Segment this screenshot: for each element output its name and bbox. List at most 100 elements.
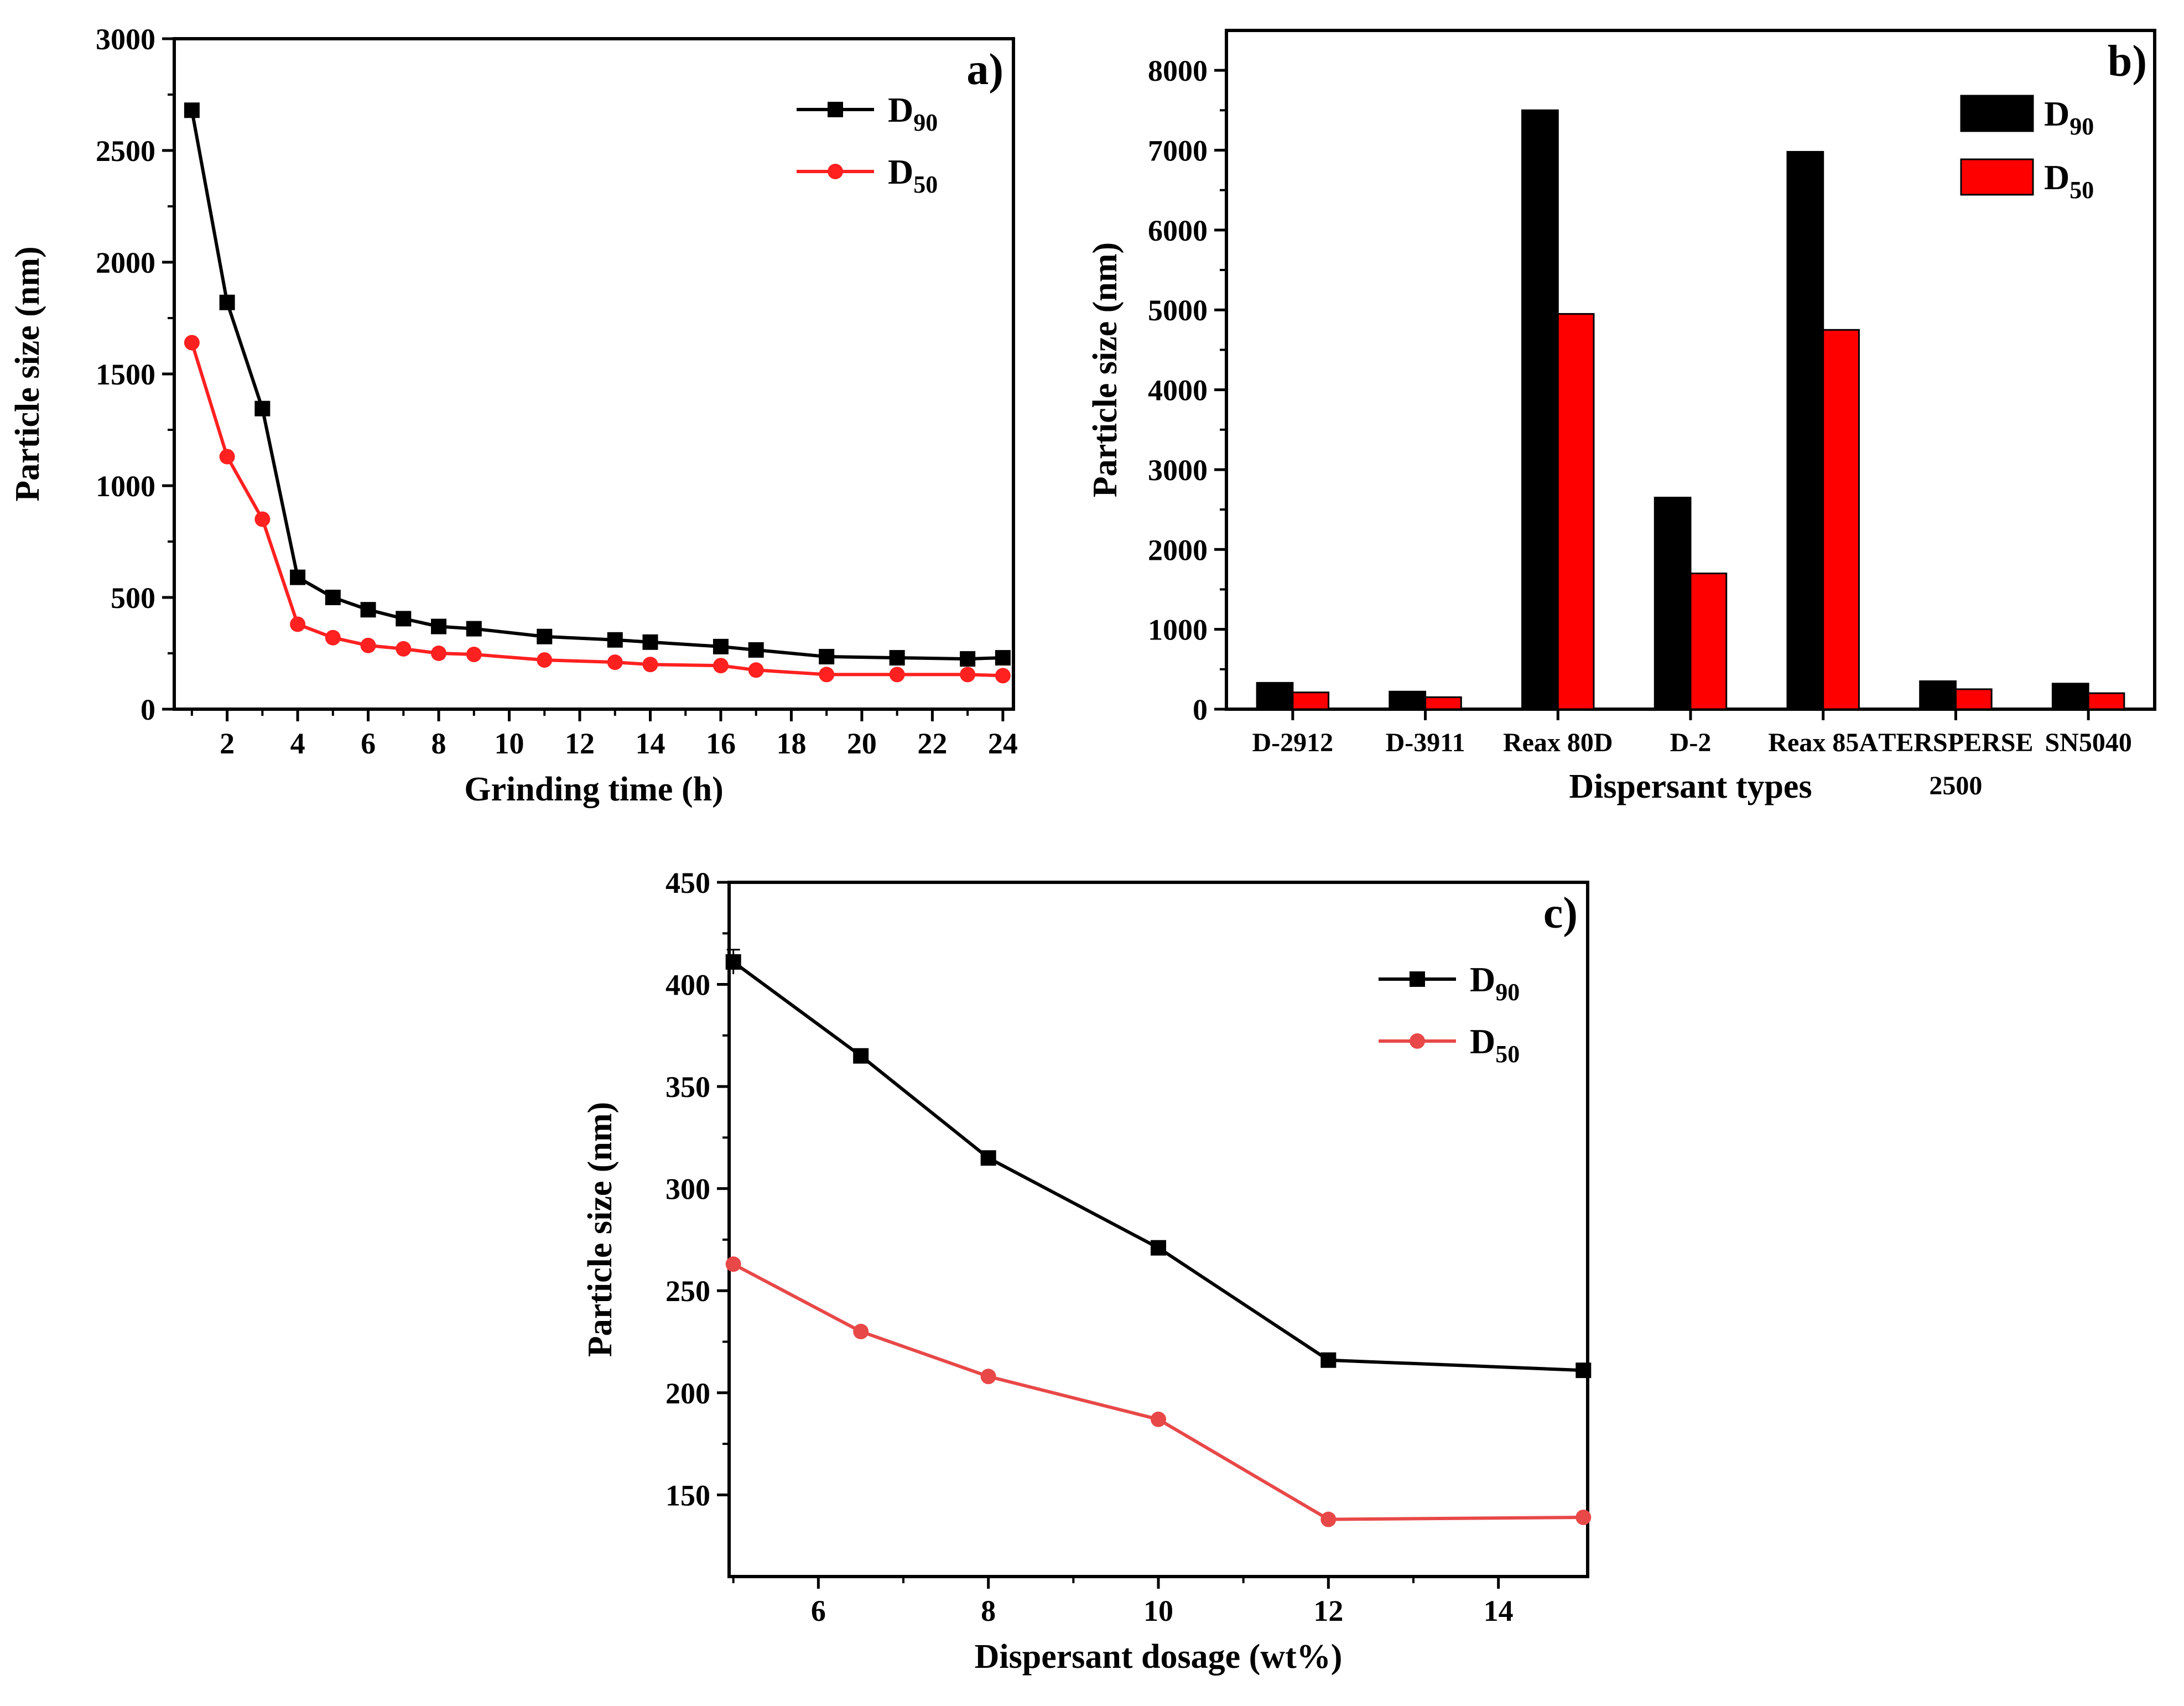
series-d90 <box>725 949 1592 1379</box>
y-tick-label: 0 <box>1193 693 1208 726</box>
data-point-d50 <box>360 637 376 653</box>
x-tick-label: 6 <box>811 1594 826 1627</box>
series-line-d50 <box>732 1262 1584 1521</box>
y-tick-label: 2500 <box>96 134 155 168</box>
data-point-d50 <box>254 511 271 527</box>
data-point-d50 <box>325 630 341 646</box>
series-d50 <box>725 1256 1592 1527</box>
dispersant-types-bar-chart: 0 1000 2000 3000 4000 5000 6000 7000 8000 D-2912 D… <box>1086 29 2156 805</box>
legend-marker-d50 <box>1410 1033 1425 1049</box>
data-point-d90 <box>360 602 376 618</box>
legend-marker-d50 <box>828 164 843 179</box>
legend-swatch-d90 <box>1960 95 2034 132</box>
x-axis-title: Grinding time (h) <box>464 771 723 808</box>
data-point-d90 <box>325 590 341 605</box>
x-tick-label: 18 <box>776 727 806 760</box>
y-tick-label: 0 <box>141 693 155 726</box>
data-point-d90 <box>853 1048 869 1064</box>
legend-label-d90: D90 <box>2044 94 2094 140</box>
y-tick-label: 7000 <box>1148 134 1208 168</box>
data-point-d50 <box>889 667 905 683</box>
x-category-label: TERSPERSE <box>1878 728 2033 757</box>
chart-panel-c: 150 200 250 300 350 400 450 6 8 10 12 14 Dispersant … <box>553 830 1631 1706</box>
data-point-d90 <box>607 632 623 648</box>
data-point-d50 <box>431 646 447 661</box>
legend-label-d50: D50 <box>1470 1022 1520 1068</box>
series-line-d50 <box>190 342 1003 678</box>
x-tick-label: 20 <box>847 727 877 760</box>
y-tick-label: 300 <box>665 1173 710 1206</box>
x-tick-label: 2 <box>220 727 235 760</box>
data-point-d90 <box>642 634 658 650</box>
data-point-d90 <box>725 954 741 970</box>
bar-d50 <box>1954 688 1993 710</box>
y-axis-title: Particle size (nm) <box>581 1102 619 1357</box>
data-point-d90 <box>431 618 447 634</box>
y-tick-label: 2000 <box>1148 533 1208 566</box>
data-point-d90 <box>960 651 976 667</box>
y-tick-label: 150 <box>665 1479 710 1512</box>
data-point-d90 <box>713 638 729 654</box>
bar-d90 <box>1786 150 1824 710</box>
y-axis-title: Particle size (nm) <box>9 246 46 501</box>
data-point-d90 <box>184 102 200 118</box>
data-point-d50 <box>725 1256 741 1272</box>
data-point-d50 <box>537 652 553 668</box>
data-point-d90 <box>995 650 1011 666</box>
x-tick-label: 14 <box>635 727 665 760</box>
data-point-d50 <box>819 667 835 683</box>
series-line-d90 <box>190 110 1003 661</box>
y-tick-label: 5000 <box>1148 294 1208 327</box>
data-point-d50 <box>1320 1511 1337 1527</box>
y-tick-label: 3000 <box>96 23 155 56</box>
plot-frame <box>173 37 1015 711</box>
y-tick-label: 450 <box>665 866 710 899</box>
y-tick-label: 1000 <box>1148 613 1208 647</box>
x-category-label: D-3911 <box>1386 728 1465 757</box>
data-point-d50 <box>396 641 412 657</box>
x-category-label: 2500 <box>1929 771 1982 800</box>
x-axis-title: Dispersant types <box>1569 768 1812 805</box>
data-point-d50 <box>290 616 306 632</box>
data-point-d50 <box>1575 1509 1592 1525</box>
series-d90 <box>184 102 1011 667</box>
data-point-d50 <box>713 658 729 674</box>
y-tick-label: 350 <box>665 1070 710 1104</box>
x-tick-label: 10 <box>1143 1594 1173 1627</box>
x-tick-label: 14 <box>1484 1594 1514 1627</box>
data-point-d90 <box>396 611 412 627</box>
bar-d50 <box>1689 573 1728 710</box>
legend-label-d50: D50 <box>2044 158 2094 204</box>
legend-swatch-d50 <box>1960 158 2034 196</box>
data-point-d50 <box>748 662 764 678</box>
data-point-d50 <box>184 335 200 351</box>
panel-label: b) <box>2108 37 2147 86</box>
series-d50 <box>184 335 1011 684</box>
y-tick-label: 1500 <box>96 358 155 391</box>
y-axis-title: Particle size (nm) <box>1086 242 1124 497</box>
legend-label-d50: D50 <box>888 152 938 198</box>
data-point-d50 <box>1151 1411 1166 1427</box>
x-category-label: SN5040 <box>2045 728 2131 757</box>
chart-panel-b: 0 1000 2000 3000 4000 5000 6000 7000 8000 D-2912 D… <box>1073 0 2184 830</box>
x-category-label: Reax 85A <box>1768 728 1878 757</box>
series-line-d90 <box>732 960 1584 1372</box>
x-tick-label: 16 <box>706 727 736 760</box>
y-tick-label: 8000 <box>1148 54 1208 87</box>
legend-label-d90: D90 <box>1470 960 1520 1006</box>
x-category-label: Reax 80D <box>1503 728 1613 757</box>
y-tick-label: 400 <box>665 969 710 1002</box>
y-tick-label: 1000 <box>96 470 155 503</box>
x-category-label: D-2 <box>1670 728 1712 757</box>
data-point-d90 <box>537 628 553 644</box>
legend-marker-d90 <box>828 102 843 117</box>
data-point-d90 <box>290 569 306 585</box>
x-tick-label: 10 <box>495 727 524 760</box>
y-tick-label: 6000 <box>1148 214 1208 247</box>
bar-d50 <box>2087 692 2125 710</box>
data-point-d50 <box>995 668 1011 684</box>
legend-label-d90: D90 <box>888 90 938 136</box>
bar-d90 <box>1653 496 1692 710</box>
data-point-d50 <box>960 667 976 683</box>
